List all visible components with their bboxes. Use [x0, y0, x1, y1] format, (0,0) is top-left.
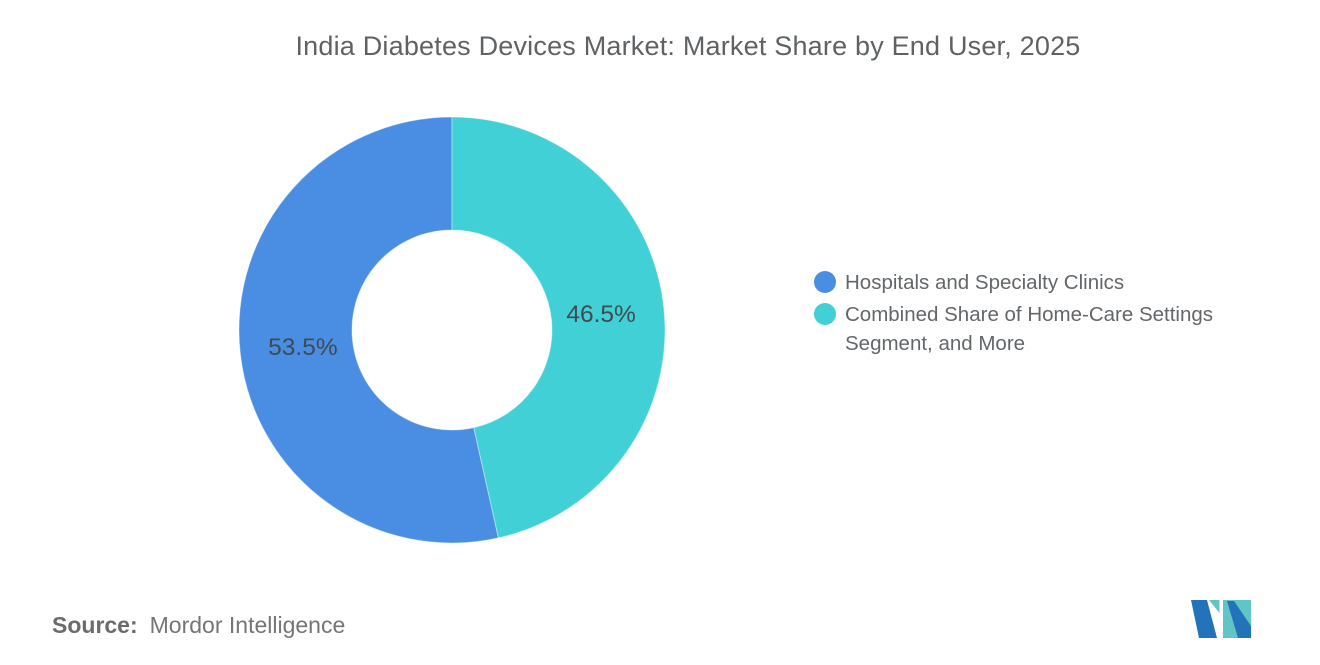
legend-item-1[interactable]: Hospitals and Specialty Clinics [814, 268, 1255, 297]
pie-slice-2[interactable] [451, 116, 666, 539]
chart-title: India Diabetes Devices Market: Market Sh… [295, 31, 1081, 61]
source-value: Mordor Intelligence [149, 612, 346, 638]
source-label: Source: [52, 612, 138, 638]
donut-chart: 53.5%46.5% [238, 116, 666, 544]
logo-teal-triangle [1209, 600, 1220, 613]
mordor-intelligence-logo-icon [1191, 600, 1251, 638]
legend-item-2[interactable]: Combined Share of Home-Care Settings Seg… [814, 300, 1255, 358]
legend-marker-circle [814, 303, 836, 325]
logo-blue-diagonal-left [1191, 600, 1217, 638]
legend: Hospitals and Specialty Clinics Combined … [814, 268, 1255, 358]
source-line: Source: Mordor Intelligence [52, 612, 345, 639]
pie-slice-1[interactable] [238, 116, 500, 544]
legend-label: Hospitals and Specialty Clinics [845, 271, 1125, 294]
logo-blue-diagonal-right [1227, 601, 1251, 638]
legend-marker-circle [814, 271, 836, 293]
legend-label: Combined Share of Home-Care Settings Seg… [845, 303, 1214, 355]
